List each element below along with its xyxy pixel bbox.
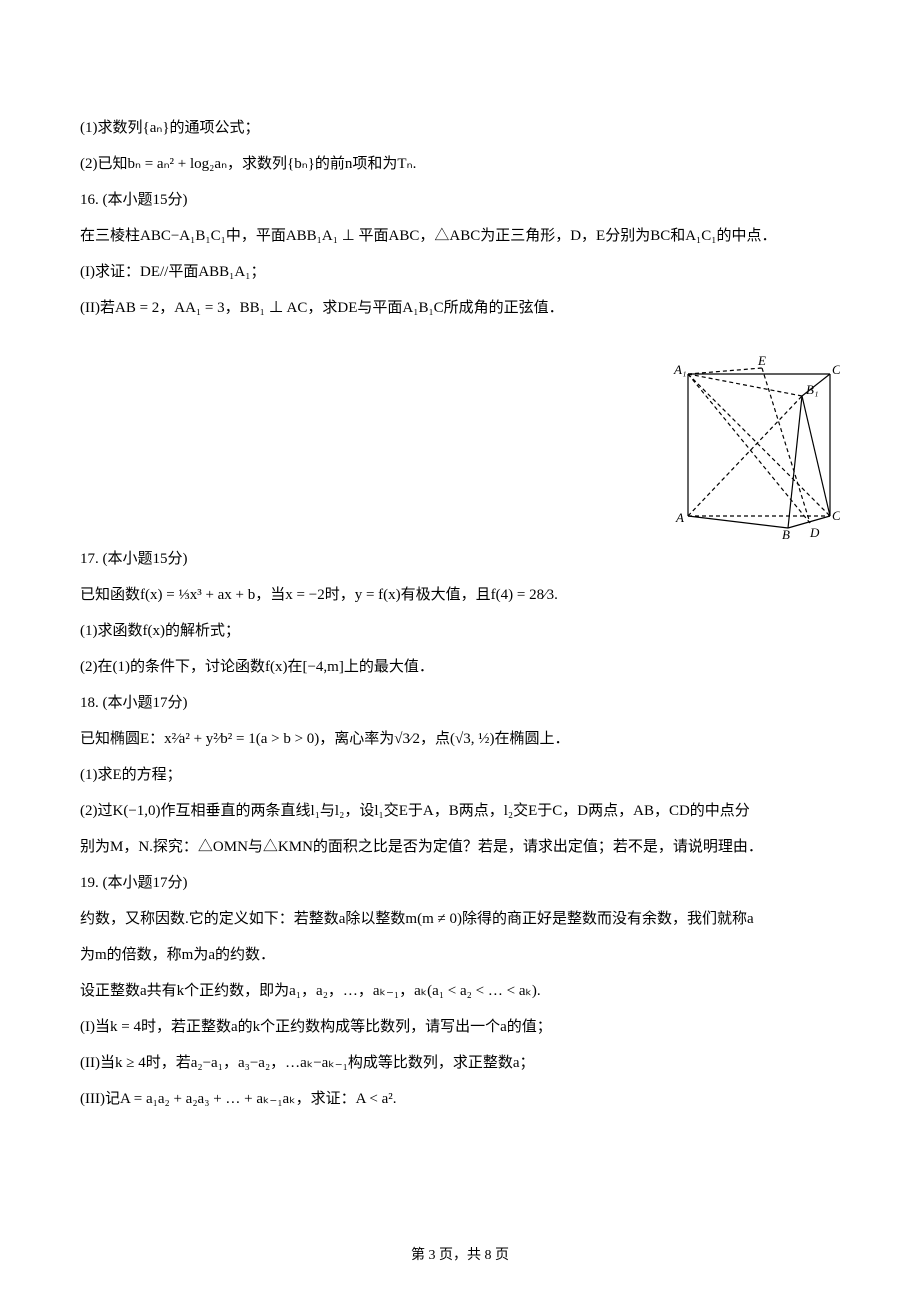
q19-part2: (II)当k ≥ 4时，若a₂−a₁，a₃−a₂，…aₖ−aₖ₋₁构成等比数列，… — [80, 1045, 840, 1081]
q16-stem: 在三棱柱ABC−A₁B₁C₁中，平面ABB₁A₁ ⊥ 平面ABC，△ABC为正三… — [80, 218, 840, 254]
q17-part1: (1)求函数f(x)的解析式； — [80, 613, 840, 649]
q18-part1: (1)求E的方程； — [80, 757, 840, 793]
page: (1)求数列{aₙ}的通项公式； (2)已知bₙ = aₙ² + log₂aₙ，… — [0, 0, 920, 1302]
q19-part3: (III)记A = a₁a₂ + a₂a₃ + … + aₖ₋₁aₖ，求证：A … — [80, 1081, 840, 1117]
q19-part1: (I)当k = 4时，若正整数a的k个正约数构成等比数列，请写出一个a的值； — [80, 1009, 840, 1045]
q16-header: 16. (本小题15分) — [80, 182, 840, 218]
svg-text:B: B — [782, 527, 790, 541]
q15-part1: (1)求数列{aₙ}的通项公式； — [80, 110, 840, 146]
q18-stem: 已知椭圆E：x²⁄a² + y²⁄b² = 1(a > b > 0)，离心率为√… — [80, 721, 840, 757]
q17-stem: 已知函数f(x) = ⅓x³ + ax + b，当x = −2时，y = f(x… — [80, 577, 840, 613]
q19-header: 19. (本小题17分) — [80, 865, 840, 901]
q19-stem-a: 约数，又称因数.它的定义如下：若整数a除以整数m(m ≠ 0)除得的商正好是整数… — [80, 901, 840, 937]
q18-part2a: (2)过K(−1,0)作互相垂直的两条直线l₁与l₂，设l₁交E于A，B两点，l… — [80, 793, 840, 829]
svg-text:A₁: A₁ — [673, 362, 686, 377]
svg-text:C: C — [832, 508, 840, 523]
q17-header: 17. (本小题15分) — [80, 541, 840, 577]
svg-text:E: E — [757, 356, 766, 368]
svg-text:A: A — [675, 510, 684, 525]
svg-text:D: D — [809, 525, 820, 540]
q16-part1: (I)求证：DE//平面ABB₁A₁； — [80, 254, 840, 290]
prism-figure: A₁ E C₁ B₁ A B CD — [670, 356, 840, 541]
q19-stem-c: 设正整数a共有k个正约数，即为a₁，a₂，…，aₖ₋₁，aₖ(a₁ < a₂ <… — [80, 973, 840, 1009]
q18-header: 18. (本小题17分) — [80, 685, 840, 721]
q18-part2b: 别为M，N.探究：△OMN与△KMN的面积之比是否为定值？若是，请求出定值；若不… — [80, 829, 840, 865]
q15-part2: (2)已知bₙ = aₙ² + log₂aₙ，求数列{bₙ}的前n项和为Tₙ. — [80, 146, 840, 182]
q16-part2: (II)若AB = 2，AA₁ = 3，BB₁ ⊥ AC，求DE与平面A₁B₁C… — [80, 290, 840, 326]
q16-part2-with-figure: (II)若AB = 2，AA₁ = 3，BB₁ ⊥ AC，求DE与平面A₁B₁C… — [80, 290, 840, 326]
q19-stem-b: 为m的倍数，称m为a的约数． — [80, 937, 840, 973]
page-footer: 第 3 页，共 8 页 — [0, 1244, 920, 1264]
q17-part2: (2)在(1)的条件下，讨论函数f(x)在[−4,m]上的最大值． — [80, 649, 840, 685]
svg-text:B₁: B₁ — [806, 382, 818, 397]
svg-text:C₁: C₁ — [832, 362, 840, 377]
